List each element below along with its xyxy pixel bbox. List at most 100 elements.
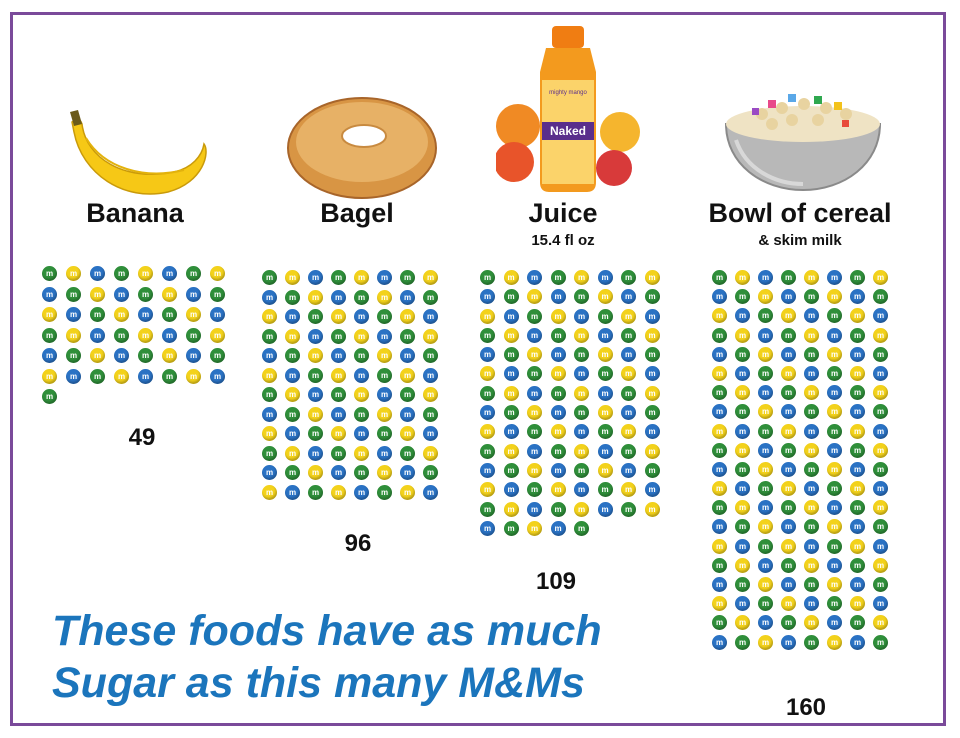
mm-candy: m bbox=[758, 270, 773, 285]
mm-candy: m bbox=[804, 442, 819, 458]
mm-candy: m bbox=[423, 426, 438, 441]
mm-candy: m bbox=[873, 327, 888, 343]
mm-candy: m bbox=[400, 270, 415, 285]
mm-candy: m bbox=[597, 424, 613, 440]
mm-candy: m bbox=[354, 328, 369, 344]
mm-candy: m bbox=[377, 445, 392, 461]
mm-candy: m bbox=[597, 462, 613, 478]
mm-candy: m bbox=[644, 289, 660, 305]
mm-candy: m bbox=[621, 366, 636, 382]
mm-candy: m bbox=[66, 327, 81, 343]
mm-candy: m bbox=[712, 577, 727, 592]
mm-candy: m bbox=[354, 309, 369, 324]
mm-candy: m bbox=[308, 309, 323, 324]
mm-candy: m bbox=[781, 577, 796, 592]
mm-candy: m bbox=[331, 309, 346, 324]
food-label-juice: Juice bbox=[528, 198, 598, 228]
mm-candy: m bbox=[850, 577, 865, 592]
mm-candy: m bbox=[400, 465, 415, 480]
mm-candy: m bbox=[285, 289, 300, 305]
mm-candy: m bbox=[873, 538, 888, 554]
mm-candy: m bbox=[550, 385, 566, 401]
tagline: These foods have as much Sugar as this m… bbox=[52, 605, 602, 709]
mm-candy: m bbox=[712, 615, 727, 631]
mm-candy: m bbox=[758, 327, 773, 343]
mm-candy: m bbox=[712, 557, 727, 573]
mm-candy: m bbox=[574, 327, 589, 343]
banana-illustration bbox=[70, 110, 207, 195]
mm-candy: m bbox=[574, 501, 589, 517]
bottle-flavor-text: mighty mango bbox=[549, 90, 587, 96]
mm-candy: m bbox=[781, 442, 796, 458]
mm-candy: m bbox=[400, 484, 415, 500]
mm-candy: m bbox=[644, 366, 660, 382]
mm-candy: m bbox=[873, 270, 888, 285]
mm-candy: m bbox=[354, 426, 369, 441]
mm-candy: m bbox=[480, 385, 495, 401]
mm-candy: m bbox=[503, 520, 519, 536]
mm-candy: m bbox=[781, 615, 796, 631]
bottle-brand-text: Naked bbox=[550, 124, 586, 138]
mm-candy: m bbox=[804, 615, 819, 631]
mm-candy: m bbox=[480, 482, 495, 498]
mm-candy: m bbox=[597, 482, 613, 498]
mm-candy: m bbox=[480, 327, 495, 343]
mm-candy: m bbox=[354, 348, 369, 363]
mm-candy: m bbox=[354, 289, 369, 305]
mm-candy: m bbox=[503, 347, 519, 363]
mm-candy: m bbox=[90, 307, 105, 322]
mm-candy: m bbox=[503, 327, 519, 343]
mm-candy: m bbox=[758, 538, 773, 554]
mm-candy: m bbox=[262, 367, 277, 383]
mm-candy: m bbox=[90, 327, 105, 343]
mm-candy: m bbox=[377, 367, 392, 383]
mm-candy: m bbox=[873, 289, 888, 305]
mm-candy: m bbox=[138, 327, 153, 343]
mm-candy: m bbox=[354, 387, 369, 402]
mm-candy: m bbox=[827, 596, 842, 612]
mm-candy: m bbox=[550, 270, 566, 285]
mm-candy: m bbox=[114, 327, 129, 343]
mm-candy: m bbox=[503, 443, 519, 459]
count-juice: 109 bbox=[535, 568, 577, 595]
mm-candy: m bbox=[377, 465, 392, 480]
mm-candy: m bbox=[331, 328, 346, 344]
mm-candy: m bbox=[804, 481, 819, 497]
mm-candy: m bbox=[621, 270, 636, 285]
mm-candy: m bbox=[480, 501, 495, 517]
mm-candy: m bbox=[781, 634, 796, 650]
mm-candy: m bbox=[138, 348, 153, 363]
mm-candy: m bbox=[285, 387, 300, 402]
mm-candy: m bbox=[527, 347, 542, 363]
mm-candy: m bbox=[827, 461, 842, 477]
mm-candy: m bbox=[66, 286, 81, 302]
mm-candy: m bbox=[712, 308, 727, 324]
mm-candy: m bbox=[308, 406, 323, 422]
mm-candy: m bbox=[621, 405, 636, 421]
mm-candy: m bbox=[331, 484, 346, 500]
mm-candy: m bbox=[574, 462, 589, 478]
mm-candy: m bbox=[827, 346, 842, 362]
mm-candy: m bbox=[186, 348, 201, 363]
mm-candy: m bbox=[377, 484, 392, 500]
mm-candy: m bbox=[873, 385, 888, 401]
mm-candy: m bbox=[423, 387, 438, 402]
mm-candy: m bbox=[90, 266, 105, 281]
mm-candy: m bbox=[597, 385, 613, 401]
mm-candy: m bbox=[210, 327, 225, 343]
mm-candy: m bbox=[423, 328, 438, 344]
mm-candy: m bbox=[597, 308, 613, 324]
mm-candy: m bbox=[550, 327, 566, 343]
count-bagel: 96 bbox=[344, 530, 372, 557]
mm-candy: m bbox=[480, 289, 495, 305]
mm-candy: m bbox=[285, 445, 300, 461]
mm-candy: m bbox=[827, 481, 842, 497]
mm-candy: m bbox=[735, 385, 750, 401]
mm-candy: m bbox=[850, 346, 865, 362]
mm-candy: m bbox=[873, 461, 888, 477]
mm-candy: m bbox=[574, 520, 589, 536]
mm-candy: m bbox=[262, 348, 277, 363]
mm-candy: m bbox=[712, 500, 727, 516]
